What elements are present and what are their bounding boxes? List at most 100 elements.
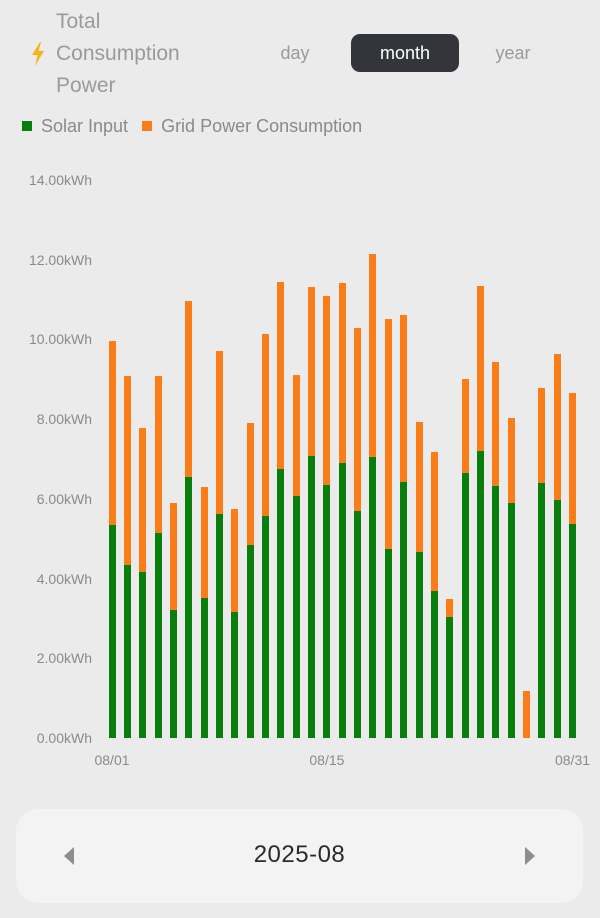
bar-segment-grid xyxy=(430,451,438,591)
bar-segment-grid xyxy=(338,282,346,463)
bar-segment-solar xyxy=(569,523,576,738)
bar-segment-grid xyxy=(169,502,177,611)
bar-segment-solar xyxy=(277,468,285,738)
bar-08/21[interactable] xyxy=(415,421,423,738)
y-axis-tick-label: 6.00kWh xyxy=(36,490,92,507)
bar-08/03[interactable] xyxy=(139,427,147,738)
bar-segment-grid xyxy=(200,486,208,599)
bar-segment-solar xyxy=(430,590,438,738)
legend-label: Solar Input xyxy=(41,115,129,136)
bar-segment-solar xyxy=(461,472,469,738)
bar-08/30[interactable] xyxy=(553,354,561,738)
bar-08/20[interactable] xyxy=(400,315,408,738)
bar-08/29[interactable] xyxy=(538,388,546,738)
bar-08/26[interactable] xyxy=(492,362,500,738)
bar-segment-grid xyxy=(185,301,193,477)
bar-08/01[interactable] xyxy=(108,341,116,738)
bar-segment-solar xyxy=(108,525,116,738)
bar-08/22[interactable] xyxy=(430,451,438,738)
x-axis-tick-label: 08/15 xyxy=(309,752,345,768)
bar-08/02[interactable] xyxy=(123,376,131,738)
bar-segment-solar xyxy=(292,496,300,738)
bar-segment-solar xyxy=(415,551,423,738)
bar-segment-grid xyxy=(522,690,530,738)
grid-swatch-icon xyxy=(142,121,153,131)
bar-08/05[interactable] xyxy=(169,502,177,738)
bar-segment-grid xyxy=(461,378,469,473)
bar-08/16[interactable] xyxy=(338,282,346,738)
legend-item-grid[interactable]: Grid Power Consumption xyxy=(142,116,362,137)
bar-08/06[interactable] xyxy=(185,301,193,738)
bar-segment-grid xyxy=(246,423,254,546)
bar-segment-solar xyxy=(308,456,316,738)
bar-segment-solar xyxy=(139,572,147,738)
bar-08/04[interactable] xyxy=(154,376,162,738)
bar-08/09[interactable] xyxy=(231,508,239,738)
bar-08/24[interactable] xyxy=(461,378,469,738)
x-axis-tick-label: 08/01 xyxy=(94,752,130,768)
x-axis-tick-label: 08/31 xyxy=(554,752,591,768)
bar-segment-solar xyxy=(446,616,454,738)
bar-08/19[interactable] xyxy=(384,319,392,738)
bar-08/27[interactable] xyxy=(507,417,515,738)
bar-08/08[interactable] xyxy=(215,350,223,738)
legend-item-solar[interactable]: Solar Input xyxy=(22,116,128,137)
bar-08/23[interactable] xyxy=(446,598,454,738)
bar-segment-grid xyxy=(139,427,147,573)
bar-segment-grid xyxy=(215,350,223,514)
bar-segment-grid xyxy=(231,508,239,613)
legend-label: Grid Power Consumption xyxy=(161,115,363,136)
bar-08/14[interactable] xyxy=(308,287,316,738)
period-label: 2025-08 xyxy=(253,841,346,868)
bar-segment-solar xyxy=(354,511,362,738)
bar-segment-grid xyxy=(384,319,392,550)
solar-swatch-icon xyxy=(22,121,32,131)
triangle-right-icon[interactable] xyxy=(524,847,536,865)
bar-segment-solar xyxy=(507,502,515,738)
triangle-left-icon[interactable] xyxy=(63,847,75,865)
bar-segment-solar xyxy=(123,565,131,738)
bar-08/13[interactable] xyxy=(292,374,300,738)
bar-segment-grid xyxy=(154,376,162,534)
y-axis-tick-label: 10.00kWh xyxy=(28,331,92,348)
tab-day[interactable]: day xyxy=(280,43,310,63)
bar-08/11[interactable] xyxy=(262,333,269,738)
bar-segment-solar xyxy=(538,482,546,738)
bar-08/12[interactable] xyxy=(277,282,285,738)
bar-08/17[interactable] xyxy=(354,327,362,738)
bar-segment-solar xyxy=(323,484,331,738)
bar-08/10[interactable] xyxy=(246,423,254,738)
y-axis-tick-label: 0.00kWh xyxy=(36,730,92,746)
y-axis-tick-label: 2.00kWh xyxy=(36,650,92,667)
bar-segment-grid xyxy=(108,341,116,526)
bar-segment-grid xyxy=(262,333,269,516)
bar-08/18[interactable] xyxy=(369,254,377,738)
bar-segment-solar xyxy=(215,514,223,738)
bar-08/15[interactable] xyxy=(323,295,331,738)
title-line: Consumption xyxy=(56,42,180,65)
bar-segment-grid xyxy=(400,315,408,483)
bar-segment-grid xyxy=(476,286,484,452)
bar-segment-grid xyxy=(415,421,423,552)
bar-segment-grid xyxy=(292,374,300,497)
bar-segment-solar xyxy=(476,451,484,738)
bar-08/31[interactable] xyxy=(569,392,576,738)
bar-segment-solar xyxy=(154,533,162,738)
bar-08/07[interactable] xyxy=(200,486,208,738)
y-axis-tick-label: 4.00kWh xyxy=(36,570,92,587)
lightning-bolt-icon xyxy=(32,42,44,66)
bar-segment-solar xyxy=(169,610,177,738)
bar-segment-solar xyxy=(492,486,500,738)
bar-segment-solar xyxy=(262,515,269,738)
bar-segment-solar xyxy=(200,598,208,738)
tab-year[interactable]: year xyxy=(495,43,531,63)
bar-08/28[interactable] xyxy=(522,690,530,738)
bar-08/25[interactable] xyxy=(476,286,484,738)
bar-segment-grid xyxy=(507,417,515,503)
tab-month[interactable]: month xyxy=(351,34,459,72)
bar-segment-grid xyxy=(323,295,331,485)
bar-segment-grid xyxy=(369,254,377,457)
page-title: Total Consumption Power xyxy=(56,6,226,102)
y-axis-tick-label: 14.00kWh xyxy=(28,172,92,188)
bar-segment-grid xyxy=(553,354,561,501)
